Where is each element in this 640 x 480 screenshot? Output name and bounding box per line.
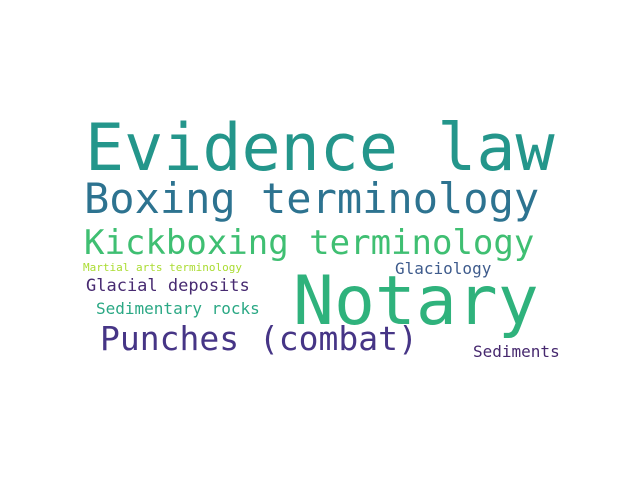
word-punches-combat: Punches (combat) <box>100 319 418 358</box>
word-glacial-deposits: Glacial deposits <box>86 276 250 296</box>
word-boxing-terminology: Boxing terminology <box>84 174 540 223</box>
word-notary: Notary <box>293 262 539 341</box>
word-kickboxing-terminology: Kickboxing terminology <box>84 223 535 263</box>
word-sediments: Sediments <box>473 342 560 361</box>
word-sedimentary-rocks: Sedimentary rocks <box>96 299 260 318</box>
word-evidence-law: Evidence law <box>85 111 555 186</box>
word-martial-arts-terminology: Martial arts terminology <box>83 261 242 274</box>
word-glaciology: Glaciology <box>395 259 492 278</box>
